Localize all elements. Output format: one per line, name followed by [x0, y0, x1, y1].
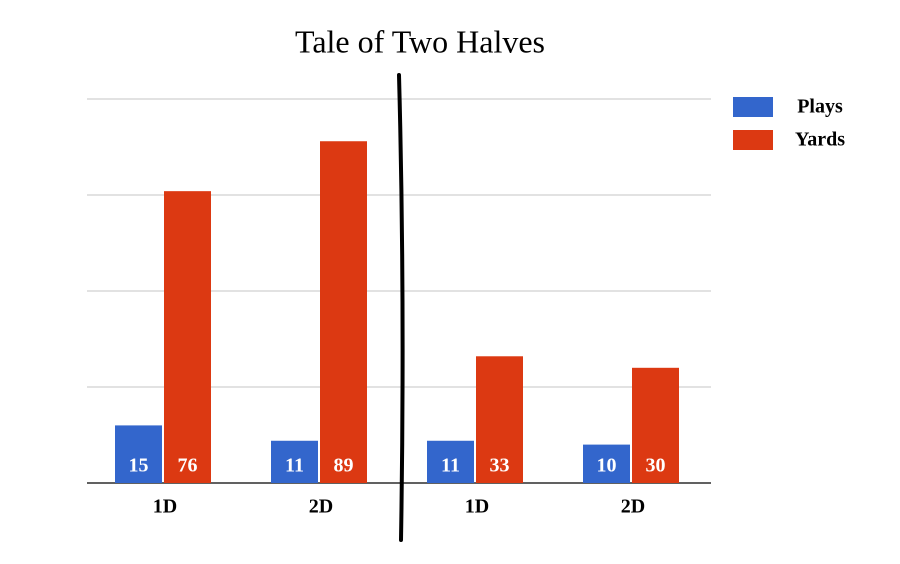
data-label: 10 — [597, 455, 617, 477]
bar — [476, 356, 523, 483]
bar — [583, 444, 630, 483]
chart-title: Tale of Two Halves — [295, 23, 545, 59]
data-label: 76 — [178, 455, 198, 477]
bar — [271, 440, 318, 483]
x-tick-label: 1D — [465, 496, 489, 518]
legend-swatch — [733, 97, 773, 117]
legend-label: Plays — [797, 96, 843, 118]
legend-swatch — [733, 130, 773, 150]
data-label: 30 — [646, 455, 666, 477]
x-tick-label: 2D — [309, 496, 333, 518]
bar — [427, 440, 474, 483]
x-tick-label: 1D — [153, 496, 177, 518]
data-label: 11 — [441, 455, 460, 477]
half-divider — [397, 73, 405, 542]
data-label: 11 — [285, 455, 304, 477]
data-label: 33 — [490, 455, 510, 477]
data-label: 89 — [334, 455, 354, 477]
legend-label: Yards — [795, 129, 845, 151]
bar — [115, 425, 162, 483]
data-label: 15 — [129, 455, 149, 477]
bar — [164, 191, 211, 483]
bar — [632, 367, 679, 483]
x-tick-label: 2D — [621, 496, 645, 518]
bar — [320, 141, 367, 484]
